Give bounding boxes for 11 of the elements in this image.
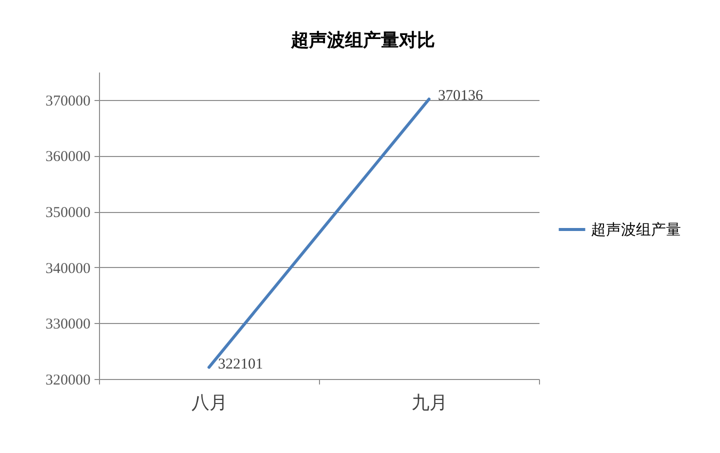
legend-label: 超声波组产量 (591, 220, 681, 238)
data-label: 322101 (218, 356, 263, 372)
x-tick-label: 八月 (192, 392, 228, 412)
chart-title: 超声波组产量对比 (290, 30, 435, 51)
x-tick-label: 九月 (412, 392, 448, 412)
y-tick-label: 320000 (46, 372, 90, 388)
y-tick-label: 330000 (46, 316, 90, 333)
y-tick-label: 370000 (46, 93, 90, 110)
y-tick-label: 340000 (46, 260, 90, 277)
y-tick-label: 360000 (46, 149, 90, 166)
y-tick-label: 350000 (46, 205, 90, 222)
